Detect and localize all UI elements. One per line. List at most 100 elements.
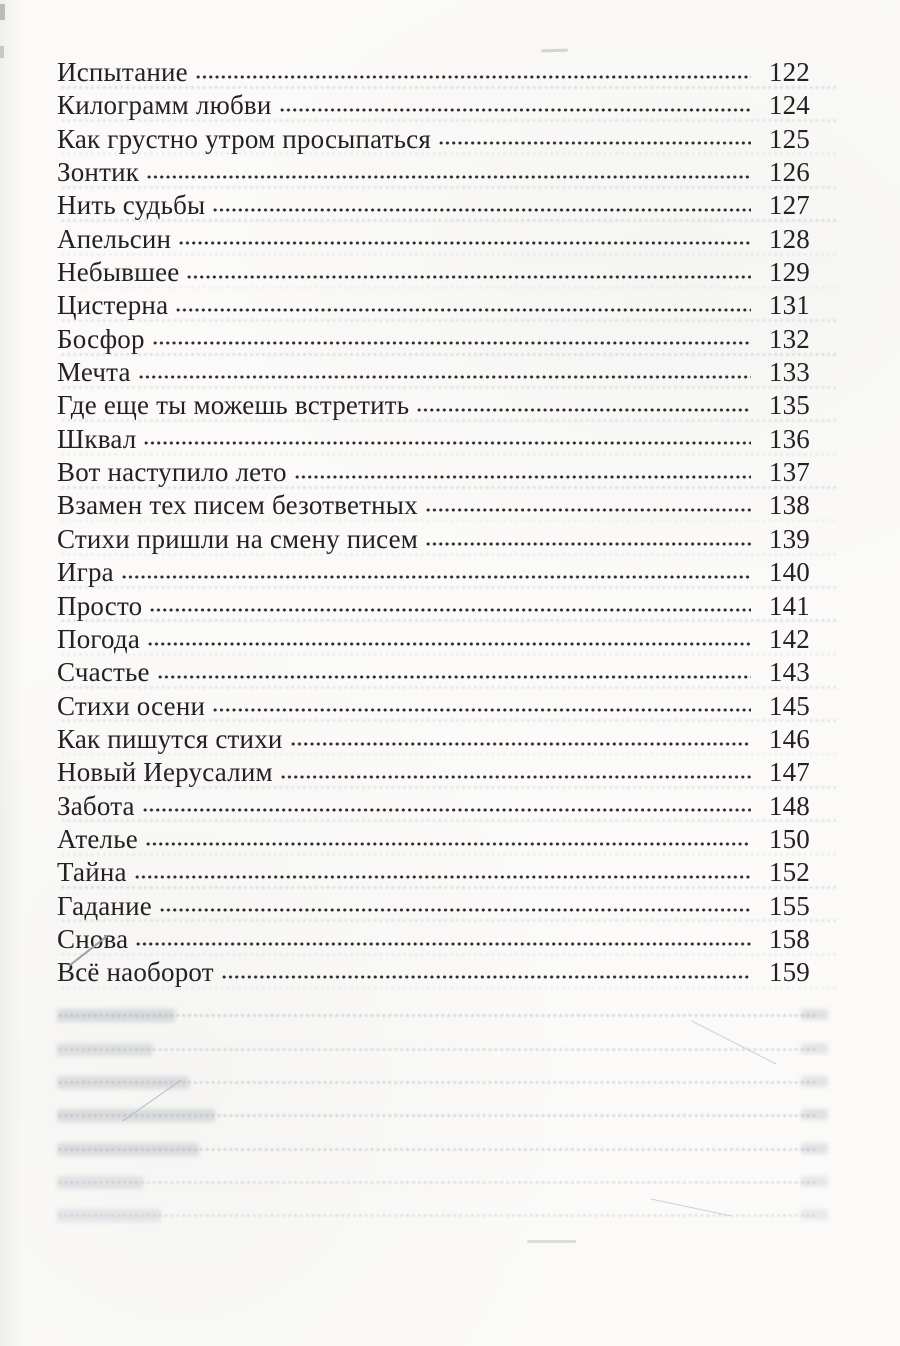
toc-entry: Всё наоборот 159	[57, 957, 810, 990]
toc-entry: Шквал 136	[57, 424, 810, 457]
toc-entry-title: Мечта	[57, 357, 131, 388]
toc-entry: Зонтик 126	[57, 157, 810, 190]
dot-leader	[149, 605, 751, 615]
toc-entry-title: Взамен тех писем безответных	[57, 490, 418, 521]
dot-leader	[279, 772, 751, 782]
toc-entry-page: 158	[768, 923, 810, 954]
toc-entry: Нить судьбы 127	[57, 190, 810, 223]
toc-entry-title: Вот наступило лето	[57, 457, 287, 488]
ghost-bleed-row	[57, 1062, 828, 1095]
dot-leader	[156, 672, 751, 682]
toc-entry-page: 145	[768, 690, 810, 721]
toc-entry: Как пишутся стихи 146	[57, 724, 810, 757]
toc-list: Испытание 122 Килограмм любви 124 Как грус…	[57, 57, 810, 991]
toc-entry: Взамен тех писем безответных 138	[57, 490, 810, 523]
toc-entry-page: 137	[768, 457, 810, 488]
toc-entry-page: 128	[768, 223, 810, 254]
dot-leader	[151, 338, 751, 348]
dot-leader	[212, 705, 751, 715]
ghost-bleed-row	[57, 1162, 828, 1195]
toc-entry-page: 139	[768, 523, 810, 554]
toc-entry-title: Как грустно утром просыпаться	[57, 123, 431, 154]
toc-entry-title: Как пишутся стихи	[57, 723, 283, 754]
toc-entry: Ателье 150	[57, 824, 810, 857]
toc-entry-page: 159	[768, 957, 810, 988]
dot-leader	[144, 838, 751, 848]
dot-leader	[293, 472, 751, 482]
toc-entry-title: Гадание	[57, 890, 152, 921]
dot-leader	[120, 572, 751, 582]
toc-entry-page: 136	[768, 423, 810, 454]
toc-entry-page: 131	[768, 290, 810, 321]
toc-entry-title: Цистерна	[57, 290, 169, 321]
toc-entry-title: Где еще ты можешь встретить	[57, 390, 410, 421]
toc-entry-title: Погода	[57, 623, 141, 654]
toc-entry: Цистерна 131	[57, 290, 810, 323]
dot-leader	[289, 738, 751, 748]
toc-entry: Снова 158	[57, 924, 810, 957]
toc-entry: Мечта 133	[57, 357, 810, 390]
dot-leader	[212, 205, 751, 215]
ghost-bleed-row	[57, 1195, 828, 1228]
toc-entry-title: Ателье	[57, 823, 138, 854]
toc-entry-title: Снова	[57, 923, 129, 954]
toc-entry: Испытание 122	[57, 57, 810, 90]
toc-entry-title: Счастье	[57, 657, 150, 688]
dot-leader	[178, 238, 751, 248]
toc-entry-title: Стихи осени	[57, 690, 206, 721]
toc-entry-title: Босфор	[57, 323, 145, 354]
toc-entry-title: Апельсин	[57, 223, 172, 254]
toc-entry-title: Забота	[57, 790, 135, 821]
toc-entry-page: 155	[768, 890, 810, 921]
toc-entry: Как грустно утром просыпаться 125	[57, 124, 810, 157]
ghost-bleed-row	[57, 1128, 828, 1161]
toc-entry-page: 129	[768, 257, 810, 288]
pencil-scratch	[690, 1020, 778, 1065]
toc-entry: Просто 141	[57, 591, 810, 624]
toc-entry: Тайна 152	[57, 857, 810, 890]
toc-entry: Игра 140	[57, 557, 810, 590]
scan-artifact	[0, 46, 4, 58]
toc-entry-title: Небывшее	[57, 257, 180, 288]
toc-entry: Новый Иерусалим 147	[57, 757, 810, 790]
toc-entry: Стихи пришли на смену писем 139	[57, 524, 810, 557]
toc-entry-title: Зонтик	[57, 157, 140, 188]
dot-leader	[425, 538, 751, 548]
dot-leader	[416, 405, 751, 415]
dot-leader	[175, 305, 751, 315]
bleed-through-text-area	[57, 995, 828, 1228]
toc-entry: Где еще ты можешь встретить 135	[57, 390, 810, 423]
scan-artifact	[0, 4, 5, 20]
toc-entry-page: 140	[768, 557, 810, 588]
toc-entry: Босфор 132	[57, 324, 810, 357]
toc-entry-page: 133	[768, 357, 810, 388]
ghost-bleed-row	[57, 1028, 828, 1061]
dot-leader	[278, 105, 751, 115]
toc-entry-page: 147	[768, 757, 810, 788]
toc-entry-page: 138	[768, 490, 810, 521]
dot-leader	[137, 372, 751, 382]
scan-artifact	[527, 1240, 576, 1243]
toc-entry: Гадание 155	[57, 891, 810, 924]
dot-leader	[186, 272, 751, 282]
dot-leader	[147, 638, 751, 648]
toc-entry-page: 146	[768, 723, 810, 754]
dot-leader	[143, 438, 751, 448]
toc-entry-title: Стихи пришли на смену писем	[57, 523, 419, 554]
dot-leader	[141, 805, 751, 815]
toc-entry: Счастье 143	[57, 657, 810, 690]
dot-leader	[220, 972, 751, 982]
toc-entry-page: 125	[768, 123, 810, 154]
toc-entry-title: Нить судьбы	[57, 190, 206, 221]
toc-entry-page: 132	[768, 323, 810, 354]
toc-entry: Небывшее 129	[57, 257, 810, 290]
toc-entry-title: Испытание	[57, 57, 188, 87]
dot-leader	[194, 72, 751, 81]
dot-leader	[133, 872, 751, 882]
toc-entry-page: 148	[768, 790, 810, 821]
toc-entry-title: Новый Иерусалим	[57, 757, 273, 788]
toc-entry-page: 135	[768, 390, 810, 421]
toc-entry-title: Килограмм любви	[57, 90, 272, 121]
toc-entry-page: 122	[768, 57, 810, 87]
